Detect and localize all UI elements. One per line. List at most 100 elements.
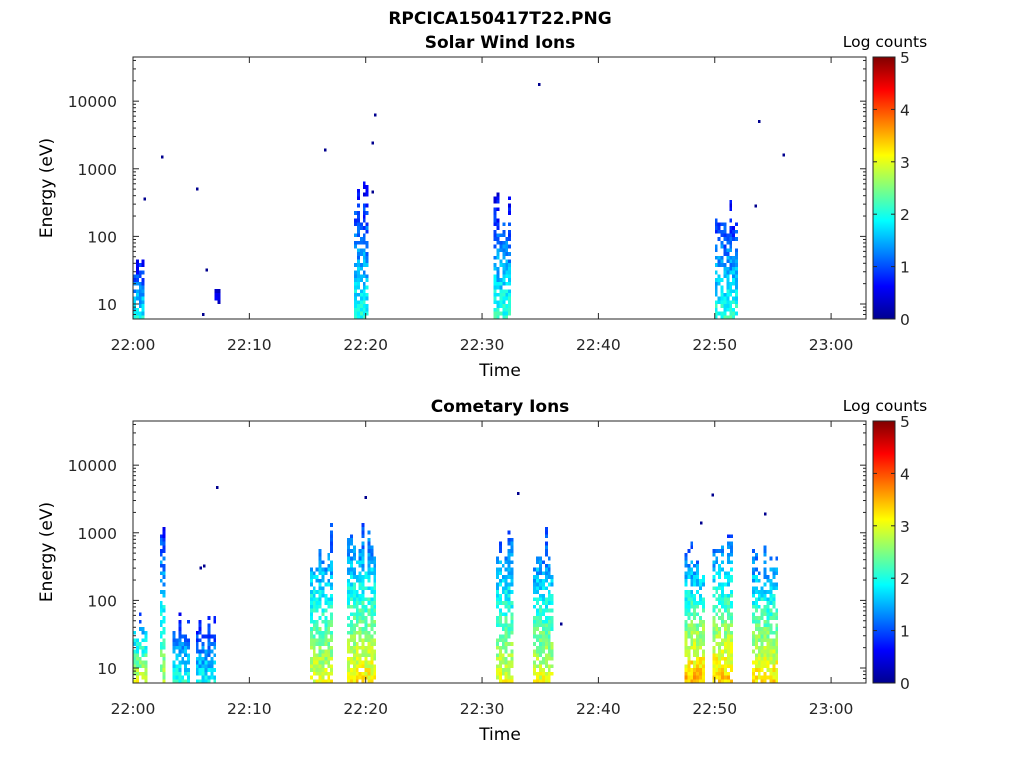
spectrogram-cell [715, 627, 719, 631]
spectrogram-cell [701, 668, 705, 672]
spectrogram-cell [726, 593, 730, 598]
x-tick-label: 23:00 [809, 700, 854, 718]
spectrogram-cell [715, 660, 719, 665]
spectrogram-cell [159, 571, 163, 576]
spectrogram-cell [496, 597, 499, 602]
spectrogram-cell [775, 668, 779, 672]
spectrogram-cell [318, 586, 322, 591]
spectrogram-cell [315, 660, 319, 665]
spectrogram-cell [723, 222, 727, 227]
spectrogram-cell [207, 664, 211, 669]
spectrogram-cell [355, 612, 359, 617]
spectrogram-cell [358, 616, 362, 620]
spectrogram-cell [330, 541, 334, 546]
spectrogram-cell [321, 653, 325, 657]
spectrogram-cell [510, 601, 514, 605]
spectrogram-cell [352, 616, 356, 620]
spectrogram-cell [536, 645, 540, 650]
spectrogram-cell [496, 567, 499, 572]
spectrogram-cell [715, 653, 719, 657]
spectrogram-cell [162, 668, 166, 672]
spectrogram-cell [367, 530, 371, 535]
spectrogram-cell [726, 300, 730, 305]
spectrogram-cell [356, 192, 360, 197]
spectrogram-cell [496, 668, 499, 672]
spectrogram-cell [496, 571, 499, 576]
spectrogram-cell [714, 300, 718, 305]
spectrogram-cell [365, 211, 369, 215]
spectrogram-cell [321, 630, 325, 635]
spectrogram-cell [373, 575, 377, 579]
spectrogram-cell [726, 604, 730, 609]
spectrogram-cell [775, 679, 779, 683]
spectrogram-cell [365, 192, 369, 197]
spectrogram-cell [699, 660, 702, 665]
spectrogram-cell [315, 567, 319, 572]
spectrogram-cell [754, 664, 758, 669]
spectrogram-cell [510, 575, 514, 579]
spectrogram-cell [347, 541, 350, 546]
spectrogram-cell [373, 642, 377, 646]
spectrogram-cell [712, 653, 716, 657]
spectrogram-cell [715, 556, 719, 561]
spectrogram-cell [539, 616, 542, 620]
spectrogram-cell [766, 616, 770, 620]
spectrogram-cell [362, 304, 366, 308]
spectrogram-cell [718, 660, 722, 665]
spectrogram-cell [144, 668, 148, 672]
spectrogram-cell [355, 642, 359, 646]
spectrogram-cell [364, 668, 368, 672]
spectrogram-cell [550, 642, 554, 646]
spectrogram-cell [138, 619, 142, 624]
spectrogram-cell [141, 630, 145, 635]
spectrogram-cell [690, 645, 694, 650]
spectrogram-cell [760, 627, 764, 631]
spectrogram-cell [187, 653, 191, 657]
spectrogram-cell [684, 578, 688, 583]
spectrogram-cell [373, 656, 377, 661]
spectrogram-cell [133, 653, 136, 657]
spectrogram-cell [370, 660, 374, 665]
spectrogram-cell [359, 274, 363, 279]
spectrogram-cell [718, 630, 722, 635]
spectrogram-cell [763, 653, 767, 657]
spectrogram-cell [349, 571, 353, 576]
spectrogram-cell [187, 645, 191, 650]
axes-cometary: 22:00 22:10 22:20 22:30 22:40 22:50 23:0010100… [68, 421, 866, 718]
spectrogram-cell [309, 619, 313, 624]
spectrogram-cell [766, 623, 770, 628]
spectrogram-cell [362, 192, 366, 197]
spectrogram-cell [760, 649, 764, 654]
spectrogram-cell [769, 645, 773, 650]
spectrogram-cell [504, 638, 508, 643]
spectrogram-cell [367, 612, 371, 617]
spectrogram-cell [352, 645, 356, 650]
spectrogram-cell [499, 311, 503, 316]
spectrogram-cell [502, 292, 506, 297]
spectrogram-cell [496, 623, 499, 628]
spectrogram-cell [172, 675, 176, 680]
spectrogram-cell [501, 653, 505, 657]
spectrogram-cell [684, 645, 688, 650]
spectrogram-cell [213, 653, 217, 657]
spectrogram-cell [690, 660, 694, 665]
spectrogram-cell [769, 668, 773, 672]
spectrogram-cell [362, 237, 366, 241]
spectrogram-cell [729, 578, 733, 583]
spectrogram-cell [757, 671, 761, 676]
spectrogram-cell [508, 278, 512, 282]
spectrogram-cell [696, 630, 700, 635]
spectrogram-cell [724, 664, 727, 669]
spectrogram-cell [754, 608, 758, 613]
spectrogram-cell [735, 237, 739, 241]
spectrogram-cell [184, 664, 188, 669]
spectrogram-cell [712, 671, 716, 676]
spectrogram-cell [359, 311, 363, 316]
spectrogram-cell [505, 292, 509, 297]
spectrogram-cell [138, 274, 142, 279]
spectrogram-cell [718, 608, 722, 613]
spectrogram-cell [141, 285, 145, 290]
spectrogram-cell [775, 567, 779, 572]
spectrogram-cell [701, 630, 705, 635]
spectrogram-cell [354, 307, 357, 312]
